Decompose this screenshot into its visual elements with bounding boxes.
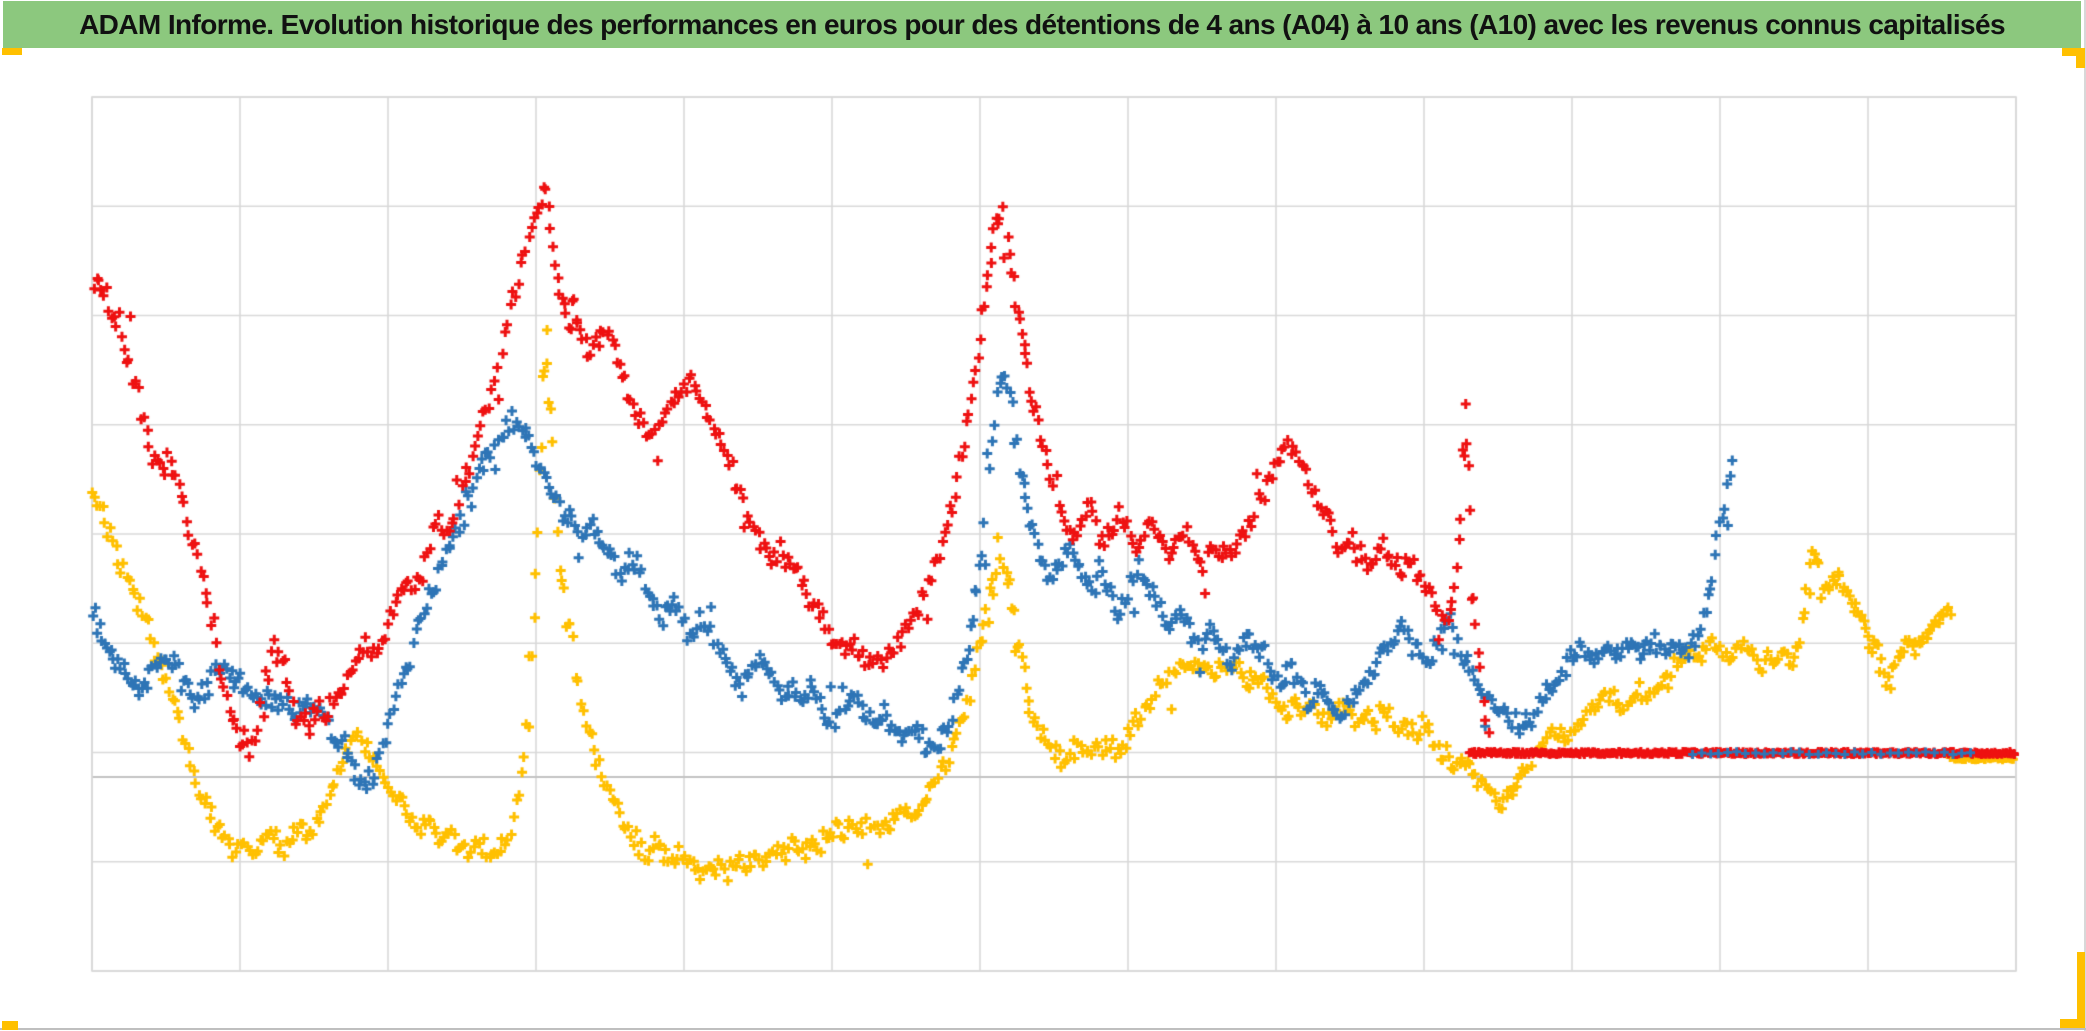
window-bottom-border xyxy=(0,1028,2086,1030)
accent-bottom-right-foot xyxy=(2060,1019,2085,1028)
page-title: ADAM Informe. Evolution historique des p… xyxy=(79,8,2005,40)
accent-bottom-left-bar xyxy=(2,1021,18,1030)
title-banner: ADAM Informe. Evolution historique des p… xyxy=(3,1,2081,48)
accent-top-right-h xyxy=(2062,48,2085,56)
accent-bottom-right-v xyxy=(2077,952,2085,1023)
window-right-border xyxy=(2084,0,2086,1031)
accent-top-left-bar xyxy=(2,48,22,55)
accent-top-right-v xyxy=(2076,48,2085,68)
